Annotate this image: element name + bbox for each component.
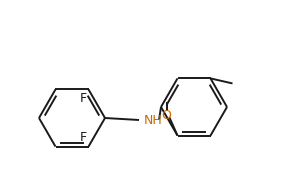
Text: NH: NH <box>144 113 163 126</box>
Text: F: F <box>80 92 87 105</box>
Text: F: F <box>80 131 87 144</box>
Text: O: O <box>162 109 172 122</box>
